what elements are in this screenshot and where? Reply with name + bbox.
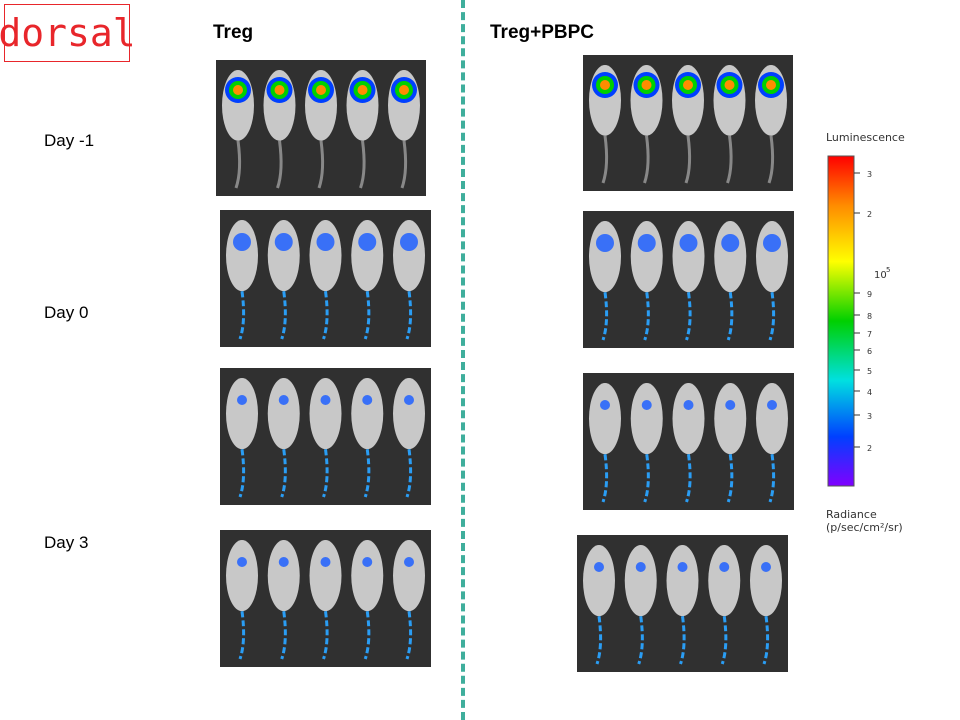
legend-colorbar <box>827 155 855 487</box>
mouse <box>714 221 747 341</box>
image-panel-pbpc-4 <box>577 535 788 672</box>
mouse <box>583 545 615 665</box>
legend-unit-line1: Radiance <box>826 508 877 521</box>
image-panel-pbpc-1 <box>583 55 793 191</box>
mouse <box>267 220 300 340</box>
mouse <box>351 540 384 660</box>
group-title-treg-pbpc: Treg+PBPC <box>490 22 595 43</box>
mouse <box>666 545 699 665</box>
mouse <box>263 70 296 189</box>
mouse-image <box>226 220 425 340</box>
legend-graphic: Luminescence 3 2 9 8 7 6 5 4 3 2 10 5 Radiance (p… <box>826 131 905 534</box>
mouse-image <box>583 545 782 665</box>
mouse <box>226 220 258 340</box>
legend-tick-label: 4 <box>867 388 872 397</box>
legend-tick-label: 7 <box>867 330 872 339</box>
mouse <box>351 378 384 498</box>
mouse <box>630 65 663 184</box>
mouse-image <box>222 70 420 189</box>
mouse <box>226 540 258 660</box>
mouse <box>309 220 342 340</box>
mouse <box>309 378 342 498</box>
mouse <box>755 65 787 184</box>
mouse <box>222 70 254 189</box>
image-panel-treg-3 <box>220 368 431 505</box>
mouse <box>305 70 337 189</box>
day-label-0: Day 0 <box>44 303 89 322</box>
mouse <box>309 540 342 660</box>
mouse <box>713 65 746 184</box>
image-panel-pbpc-2 <box>583 211 794 348</box>
day-label-3: Day 3 <box>44 533 89 552</box>
luminescence-legend: Luminescence 3 2 9 8 7 6 5 4 3 2 10 5 Radiance (p… <box>820 125 950 545</box>
legend-tick-label: 3 <box>867 170 872 179</box>
mouse <box>393 378 425 498</box>
mouse <box>672 221 705 341</box>
mouse <box>672 65 704 184</box>
mouse <box>589 221 621 341</box>
group-divider <box>461 0 465 720</box>
legend-tick-label: 6 <box>867 347 872 356</box>
legend-exponent: 5 <box>886 266 890 274</box>
legend-exponent-base: 10 <box>874 270 887 281</box>
mouse <box>589 383 621 503</box>
mouse <box>393 540 425 660</box>
mouse <box>267 378 300 498</box>
mouse <box>393 220 425 340</box>
mouse-image <box>589 383 788 503</box>
view-label: dorsal <box>0 4 136 62</box>
legend-tick-label: 2 <box>867 444 872 453</box>
mouse <box>708 545 741 665</box>
image-panel-treg-1 <box>216 60 426 196</box>
legend-tick-label: 3 <box>867 412 872 421</box>
legend-unit-line2: (p/sec/cm²/sr) <box>826 521 903 534</box>
legend-tick-label: 2 <box>867 210 872 219</box>
mouse <box>714 383 747 503</box>
day-label-minus-1: Day -1 <box>44 131 95 150</box>
mouse <box>750 545 782 665</box>
mouse <box>756 383 788 503</box>
mouse <box>756 221 788 341</box>
mouse-image <box>589 221 788 341</box>
group-title-treg: Treg <box>213 22 254 43</box>
mouse <box>226 378 258 498</box>
legend-tick-label: 5 <box>867 367 872 376</box>
legend-title: Luminescence <box>826 131 905 144</box>
mouse-image <box>226 540 425 660</box>
image-panel-pbpc-3 <box>583 373 794 510</box>
mouse <box>630 221 663 341</box>
mouse <box>351 220 384 340</box>
mouse <box>388 70 420 189</box>
image-panel-treg-4 <box>220 530 431 667</box>
mouse <box>589 65 621 184</box>
mouse-image <box>589 65 787 184</box>
mouse <box>267 540 300 660</box>
legend-tick-label: 8 <box>867 312 872 321</box>
image-panel-treg-2 <box>220 210 431 347</box>
mouse <box>346 70 379 189</box>
mouse <box>624 545 657 665</box>
mouse <box>672 383 705 503</box>
legend-tick-label: 9 <box>867 290 872 299</box>
mouse-image <box>226 378 425 498</box>
mouse <box>630 383 663 503</box>
